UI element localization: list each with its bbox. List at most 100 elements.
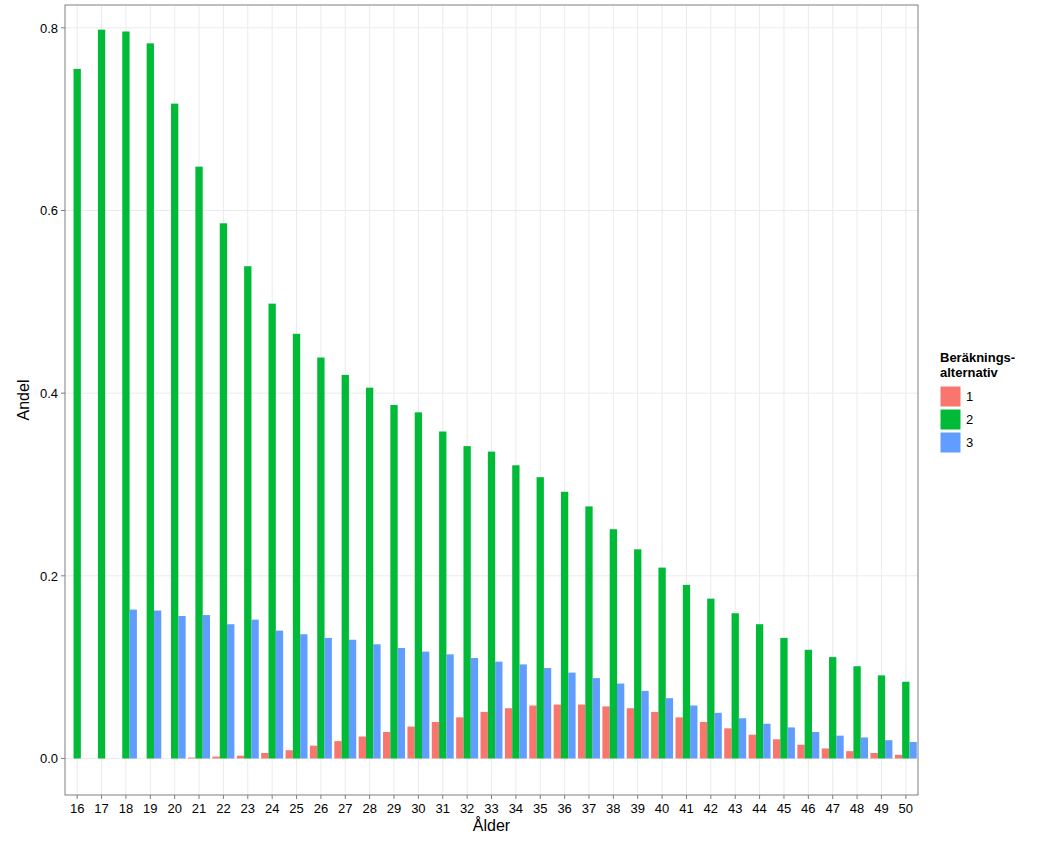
bar xyxy=(261,753,268,758)
tick-label: 29 xyxy=(387,801,401,816)
bar xyxy=(739,718,746,758)
bar xyxy=(512,465,519,758)
tick-label: 22 xyxy=(216,801,230,816)
bar xyxy=(325,638,332,759)
bar xyxy=(561,492,568,759)
bar xyxy=(593,678,600,758)
bar xyxy=(878,675,885,758)
legend-label: 2 xyxy=(966,412,973,427)
bar xyxy=(617,684,624,759)
tick-mark xyxy=(174,795,175,799)
tick-label: 42 xyxy=(704,801,718,816)
bar xyxy=(383,732,390,758)
tick-label: 41 xyxy=(679,801,693,816)
tick-label: 46 xyxy=(801,801,815,816)
tick-mark xyxy=(320,795,321,799)
tick-label: 30 xyxy=(411,801,425,816)
tick-label: 19 xyxy=(143,801,157,816)
bar xyxy=(885,740,892,758)
tick-mark xyxy=(783,795,784,799)
bar xyxy=(398,648,405,759)
tick-label: 24 xyxy=(265,801,279,816)
tick-mark xyxy=(199,795,200,799)
bar xyxy=(164,758,171,759)
bar xyxy=(797,745,804,759)
bar xyxy=(805,650,812,759)
tick-mark xyxy=(857,795,858,799)
tick-mark xyxy=(710,795,711,799)
tick-mark xyxy=(442,795,443,799)
legend-label: 1 xyxy=(966,389,973,404)
tick-mark xyxy=(637,795,638,799)
tick-mark xyxy=(61,27,65,28)
grid-line xyxy=(905,5,906,795)
bar xyxy=(203,615,210,758)
tick-mark xyxy=(662,795,663,799)
bar xyxy=(342,375,349,759)
bar xyxy=(529,705,536,758)
tick-label: 48 xyxy=(850,801,864,816)
tick-label: 43 xyxy=(728,801,742,816)
bar xyxy=(724,728,731,758)
plot-background xyxy=(65,5,918,795)
tick-label: 25 xyxy=(289,801,303,816)
tick-mark xyxy=(613,795,614,799)
tick-label: 39 xyxy=(630,801,644,816)
bar xyxy=(853,666,860,758)
bar xyxy=(610,529,617,758)
bar xyxy=(237,756,244,759)
tick-label: 27 xyxy=(338,801,352,816)
bar xyxy=(286,750,293,758)
tick-mark xyxy=(150,795,151,799)
bars xyxy=(74,30,917,759)
bar xyxy=(244,266,251,758)
tick-mark xyxy=(77,795,78,799)
bar xyxy=(220,223,227,758)
bar xyxy=(846,751,853,758)
tick-label: 20 xyxy=(167,801,181,816)
bar xyxy=(471,658,478,758)
tick-mark xyxy=(418,795,419,799)
tick-mark xyxy=(223,795,224,799)
bar xyxy=(212,757,219,759)
bar xyxy=(676,717,683,758)
bar xyxy=(836,736,843,759)
tick-label: 26 xyxy=(314,801,328,816)
tick-mark xyxy=(369,795,370,799)
bar xyxy=(666,698,673,758)
tick-label: 50 xyxy=(899,801,913,816)
axis-title: Ålder xyxy=(473,816,511,834)
tick-mark xyxy=(125,795,126,799)
tick-label: 0.2 xyxy=(40,569,58,584)
bar xyxy=(812,732,819,758)
legend-key xyxy=(940,409,961,430)
tick-label: 38 xyxy=(606,801,620,816)
bar xyxy=(349,640,356,759)
tick-mark xyxy=(394,795,395,799)
bar xyxy=(488,452,495,759)
tick-label: 21 xyxy=(192,801,206,816)
bar xyxy=(602,706,609,758)
bar xyxy=(456,717,463,758)
legend-title: Beräknings-alternativ xyxy=(940,350,1015,380)
tick-label: 49 xyxy=(874,801,888,816)
tick-label: 16 xyxy=(70,801,84,816)
tick-mark xyxy=(61,758,65,759)
tick-label: 0.0 xyxy=(40,751,58,766)
bar xyxy=(683,585,690,759)
bar xyxy=(251,620,258,759)
tick-label: 17 xyxy=(94,801,108,816)
bar xyxy=(909,742,916,758)
bar xyxy=(432,722,439,759)
bar xyxy=(446,654,453,758)
tick-mark xyxy=(540,795,541,799)
bar xyxy=(98,30,105,759)
tick-mark xyxy=(247,795,248,799)
tick-label: 0.8 xyxy=(40,21,58,36)
bar xyxy=(749,735,756,759)
bar xyxy=(732,613,739,758)
bar xyxy=(585,506,592,758)
legend-key xyxy=(940,432,961,453)
tick-mark xyxy=(832,795,833,799)
tick-mark xyxy=(759,795,760,799)
